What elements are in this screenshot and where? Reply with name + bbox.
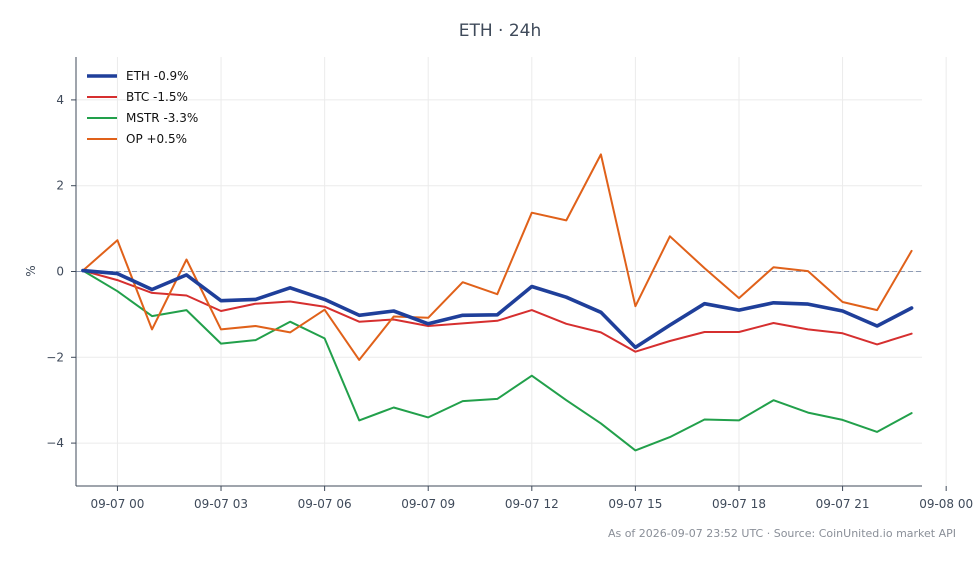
x-axis-ticks: 09-07 00 09-07 03 09-07 06 09-07 09 09-07 12…	[90, 486, 973, 511]
legend-label: BTC -1.5%	[126, 90, 188, 104]
chart-title: ETH · 24h	[459, 21, 542, 41]
legend-label: MSTR -3.3%	[126, 111, 198, 125]
legend: ETH -0.9% BTC -1.5% MSTR -3.3% OP +0.5%	[87, 69, 198, 146]
series-group	[81, 153, 914, 452]
x-tick-label: 09-07 09	[401, 497, 455, 511]
x-tick-label: 09-07 06	[298, 497, 352, 511]
y-axis-label: %	[24, 265, 38, 276]
y-tick-label: −2	[46, 350, 64, 364]
y-tick-label: 4	[56, 93, 64, 107]
x-tick-label: 09-07 15	[608, 497, 662, 511]
y-axis-ticks: 4 2 0 −2 −4	[46, 93, 76, 450]
x-tick-label: 09-07 12	[505, 497, 559, 511]
series-line-mstr	[81, 269, 913, 452]
x-tick-label: 09-07 03	[194, 497, 248, 511]
source-footnote: As of 2026-09-07 23:52 UTC · Source: Coi…	[608, 527, 956, 540]
y-tick-label: 2	[56, 179, 64, 193]
series-line-btc	[81, 269, 913, 353]
x-tick-label: 09-07 00	[90, 497, 144, 511]
series-line-op	[81, 153, 913, 361]
y-tick-label: −4	[46, 436, 64, 450]
legend-label: ETH -0.9%	[126, 69, 189, 83]
legend-label: OP +0.5%	[126, 132, 187, 146]
y-tick-label: 0	[56, 265, 64, 279]
x-tick-label: 09-07 18	[712, 497, 766, 511]
x-tick-label: 09-07 21	[816, 497, 870, 511]
series-line-eth	[81, 268, 914, 350]
x-tick-label: 09-08 00	[919, 497, 973, 511]
